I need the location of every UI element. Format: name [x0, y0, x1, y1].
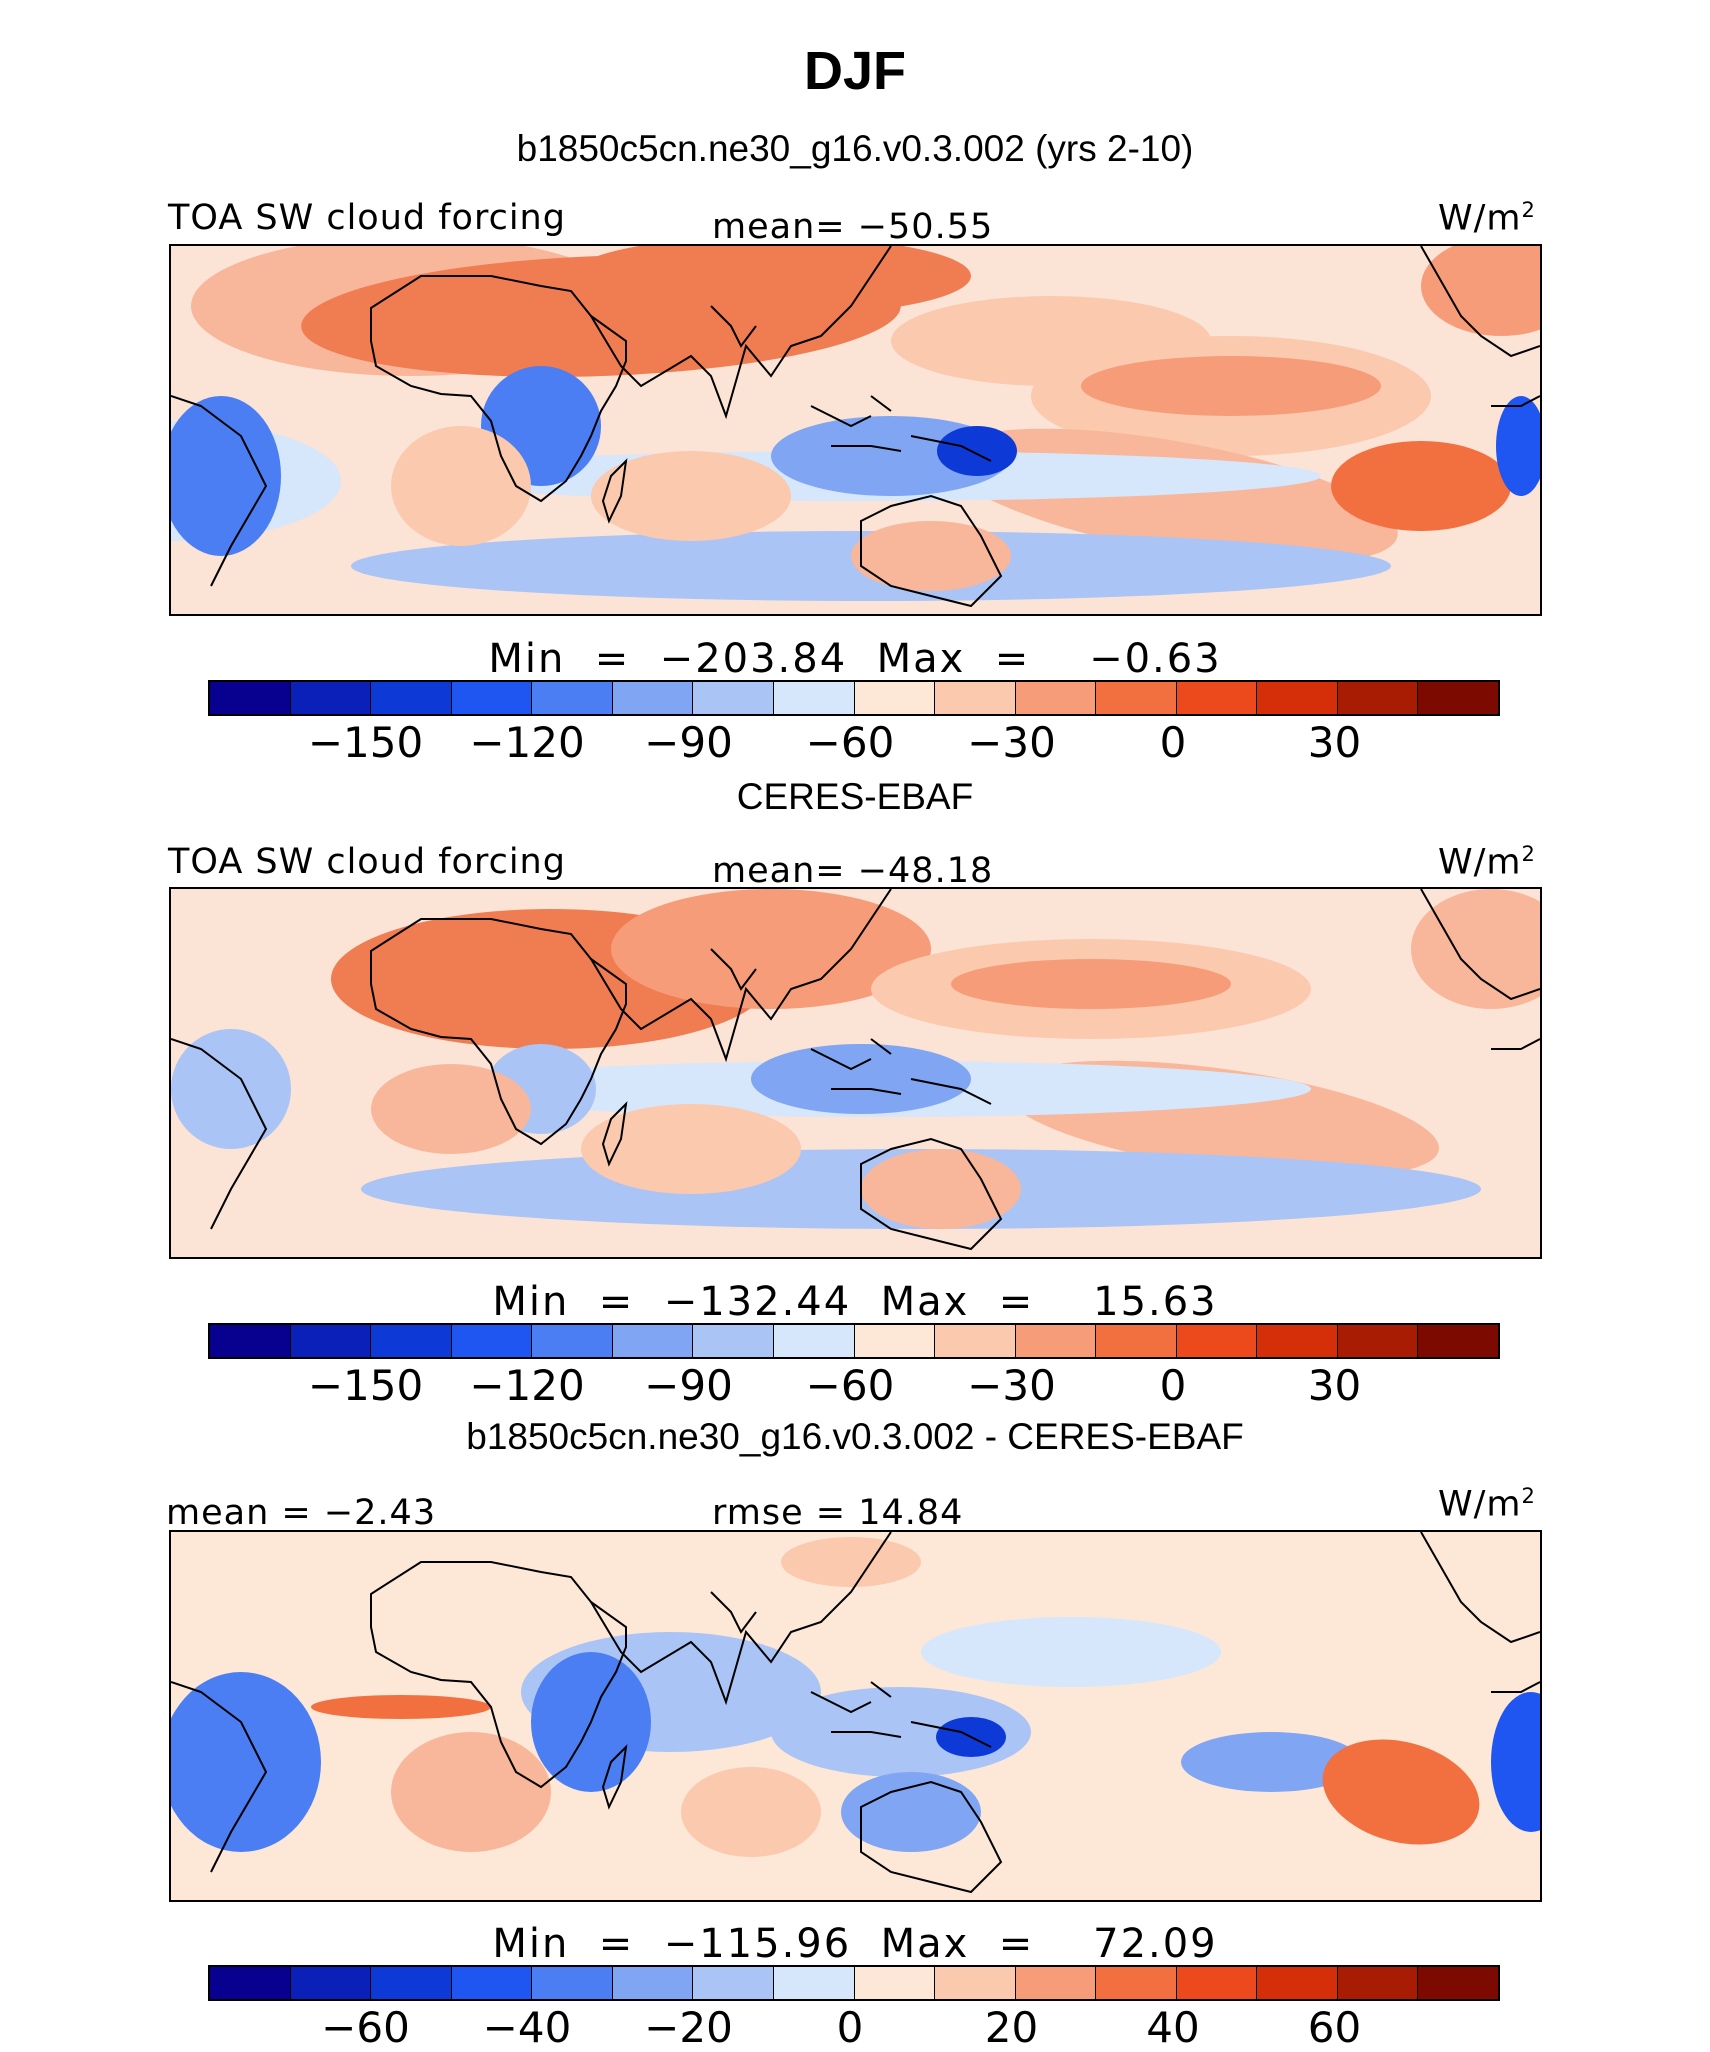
- panel-3-map: [169, 1530, 1542, 1902]
- colorbar-swatch: [1176, 682, 1258, 714]
- colorbar-swatch: [693, 682, 774, 714]
- colorbar-swatch: [371, 682, 452, 714]
- panel-1-mean-label: mean= −50.55: [712, 207, 994, 247]
- colorbar-swatch: [773, 1325, 855, 1357]
- colorbar-tick-label: −20: [644, 2003, 733, 2052]
- panel-2-minmax: Min = −132.44 Max = 15.63: [492, 1279, 1218, 1325]
- colorbar-swatch: [693, 1325, 774, 1357]
- colorbar-swatch: [693, 1967, 774, 1999]
- coastline: [171, 246, 1540, 608]
- colorbar-swatch: [451, 682, 533, 714]
- colorbar-tick-label: 40: [1146, 2003, 1200, 2052]
- contour-map: [171, 246, 1540, 614]
- colorbar-swatch: [210, 682, 291, 714]
- colorbar-swatch: [1015, 682, 1097, 714]
- coastline: [171, 1532, 1540, 1894]
- colorbar-tick-label: 60: [1307, 2003, 1362, 2052]
- panel-2-title: CERES-EBAF: [736, 776, 974, 817]
- colorbar-tick-label: −60: [805, 1361, 895, 1410]
- colorbar-tick-label: −30: [967, 1361, 1056, 1410]
- panel-3-units: W/m2: [1438, 1484, 1536, 1525]
- colorbar-swatch: [210, 1967, 291, 1999]
- colorbar-tick-label: 0: [1159, 1361, 1187, 1410]
- colorbar-swatch: [290, 1325, 372, 1357]
- panel-1-minmax: Min = −203.84 Max = −0.63: [488, 636, 1222, 682]
- panel-1-units: W/m2: [1438, 198, 1536, 239]
- colorbar-tick-label: −120: [469, 718, 585, 767]
- panel-3-title: b1850c5cn.ne30_g16.v0.3.002 - CERES-EBAF: [466, 1416, 1244, 1457]
- panel-1-colorbar: [208, 680, 1500, 716]
- colorbar-swatch: [371, 1325, 452, 1357]
- panel-2-units: W/m2: [1438, 842, 1536, 883]
- panel-2-variable-label: TOA SW cloud forcing: [168, 842, 566, 882]
- colorbar-swatch: [612, 1967, 694, 1999]
- colorbar-swatch: [612, 1325, 694, 1357]
- colorbar-swatch: [854, 1325, 936, 1357]
- colorbar-swatch: [1418, 1325, 1498, 1357]
- colorbar-tick-label: −60: [805, 718, 895, 767]
- colorbar-swatch: [1257, 1967, 1338, 1999]
- colorbar-tick-label: −40: [482, 2003, 572, 2052]
- colorbar-swatch: [532, 1967, 613, 1999]
- panel-1-map: [169, 244, 1542, 616]
- colorbar-tick-label: 0: [1159, 718, 1187, 767]
- colorbar-tick-label: −150: [307, 718, 424, 767]
- colorbar-swatch: [451, 1325, 533, 1357]
- colorbar-tick-label: −90: [644, 718, 733, 767]
- panel-2-colorbar: [208, 1323, 1500, 1359]
- colorbar-swatch: [1418, 682, 1498, 714]
- colorbar-tick-label: −150: [307, 1361, 424, 1410]
- colorbar-swatch: [1337, 1325, 1419, 1357]
- colorbar-swatch: [935, 1325, 1016, 1357]
- colorbar-tick-label: −90: [644, 1361, 733, 1410]
- panel-1-variable-label: TOA SW cloud forcing: [168, 198, 566, 238]
- colorbar-swatch: [451, 1967, 533, 1999]
- colorbar-tick-label: −30: [967, 718, 1056, 767]
- colorbar-swatch: [773, 682, 855, 714]
- colorbar-swatch: [1176, 1325, 1258, 1357]
- contour-map: [171, 889, 1540, 1257]
- colorbar-swatch: [935, 682, 1016, 714]
- panel-2-map: [169, 887, 1542, 1259]
- colorbar-tick-label: 30: [1307, 718, 1362, 767]
- colorbar-swatch: [773, 1967, 855, 1999]
- colorbar-swatch: [854, 682, 936, 714]
- colorbar-swatch: [1015, 1325, 1097, 1357]
- colorbar-tick-label: −60: [321, 2003, 410, 2052]
- panel-3-colorbar: [208, 1965, 1500, 2001]
- colorbar-swatch: [1337, 1967, 1419, 1999]
- colorbar-swatch: [1096, 682, 1177, 714]
- colorbar-tick-label: −120: [469, 1361, 585, 1410]
- colorbar-swatch: [1096, 1967, 1177, 1999]
- panel-2-mean-label: mean= −48.18: [712, 851, 994, 891]
- panel-3-minmax: Min = −115.96 Max = 72.09: [492, 1921, 1218, 1967]
- colorbar-swatch: [1015, 1967, 1097, 1999]
- colorbar-swatch: [1257, 1325, 1338, 1357]
- colorbar-swatch: [935, 1967, 1016, 1999]
- colorbar-swatch: [290, 682, 372, 714]
- colorbar-swatch: [210, 1325, 291, 1357]
- colorbar-swatch: [612, 682, 694, 714]
- panel-1-title: b1850c5cn.ne30_g16.v0.3.002 (yrs 2-10): [516, 128, 1194, 169]
- panel-3-mean-label: mean = −2.43: [166, 1493, 437, 1533]
- colorbar-swatch: [532, 1325, 613, 1357]
- colorbar-tick-label: 0: [836, 2003, 864, 2052]
- panel-3-rmse-label: rmse = 14.84: [712, 1493, 964, 1533]
- colorbar-tick-label: 30: [1307, 1361, 1362, 1410]
- colorbar-swatch: [1096, 1325, 1177, 1357]
- colorbar-swatch: [290, 1967, 372, 1999]
- colorbar-swatch: [1176, 1967, 1258, 1999]
- colorbar-swatch: [1337, 682, 1419, 714]
- colorbar-swatch: [1418, 1967, 1498, 1999]
- colorbar-swatch: [371, 1967, 452, 1999]
- colorbar-swatch: [532, 682, 613, 714]
- coastline: [171, 889, 1540, 1251]
- contour-map: [171, 1532, 1540, 1900]
- colorbar-tick-label: 20: [984, 2003, 1039, 2052]
- colorbar-swatch: [854, 1967, 936, 1999]
- figure-title: DJF: [803, 41, 906, 101]
- colorbar-swatch: [1257, 682, 1338, 714]
